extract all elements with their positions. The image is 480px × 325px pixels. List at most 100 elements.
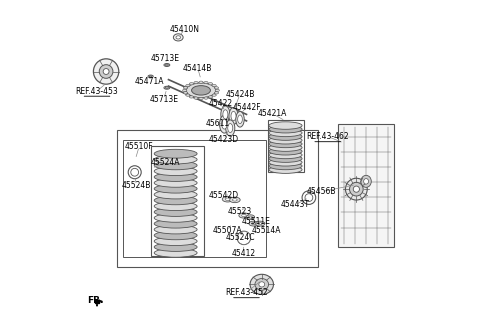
Ellipse shape [148, 75, 153, 78]
Text: 45422: 45422 [208, 99, 233, 109]
Ellipse shape [154, 161, 197, 170]
Ellipse shape [249, 216, 252, 218]
Ellipse shape [364, 179, 369, 184]
Ellipse shape [186, 83, 216, 98]
Polygon shape [96, 300, 99, 303]
Ellipse shape [164, 86, 170, 89]
Ellipse shape [237, 231, 251, 244]
Ellipse shape [164, 64, 170, 66]
Ellipse shape [186, 84, 190, 87]
Ellipse shape [221, 106, 230, 123]
Ellipse shape [189, 96, 193, 98]
Ellipse shape [204, 97, 208, 99]
Text: 45542D: 45542D [209, 190, 239, 200]
Ellipse shape [186, 94, 190, 96]
Ellipse shape [165, 64, 168, 66]
Text: 45471A: 45471A [134, 77, 164, 86]
Text: 45421A: 45421A [258, 109, 287, 118]
Ellipse shape [269, 125, 302, 133]
Ellipse shape [232, 199, 237, 201]
Ellipse shape [215, 89, 219, 92]
Text: 45524B: 45524B [121, 181, 151, 190]
Ellipse shape [99, 65, 113, 78]
Ellipse shape [94, 59, 119, 84]
Ellipse shape [237, 231, 251, 245]
Ellipse shape [183, 87, 188, 89]
Text: 45423D: 45423D [209, 135, 239, 144]
Ellipse shape [215, 87, 218, 89]
Ellipse shape [252, 223, 256, 225]
Text: 45524A: 45524A [151, 158, 180, 167]
Ellipse shape [269, 129, 302, 136]
Ellipse shape [204, 82, 208, 84]
Ellipse shape [212, 94, 216, 96]
Ellipse shape [229, 108, 238, 124]
Ellipse shape [154, 149, 197, 158]
Ellipse shape [259, 282, 264, 287]
Ellipse shape [238, 115, 242, 124]
Ellipse shape [199, 98, 203, 99]
Ellipse shape [302, 191, 316, 204]
Ellipse shape [194, 97, 198, 99]
Ellipse shape [361, 176, 372, 187]
Ellipse shape [231, 111, 236, 121]
Ellipse shape [208, 83, 213, 85]
Ellipse shape [194, 82, 198, 84]
Text: 45412: 45412 [231, 249, 255, 258]
Ellipse shape [154, 214, 197, 222]
Text: 45507A: 45507A [212, 226, 242, 235]
Ellipse shape [154, 190, 197, 199]
Text: REF.43-453: REF.43-453 [76, 86, 119, 96]
Ellipse shape [154, 178, 197, 187]
Ellipse shape [154, 248, 197, 257]
Ellipse shape [269, 133, 302, 140]
Ellipse shape [189, 83, 193, 85]
Text: 45611: 45611 [205, 119, 229, 128]
Ellipse shape [239, 213, 249, 218]
Text: 45514A: 45514A [251, 226, 281, 235]
Ellipse shape [346, 178, 367, 200]
Ellipse shape [255, 221, 265, 226]
Ellipse shape [173, 34, 183, 41]
Text: 45442F: 45442F [232, 103, 261, 112]
Text: REF.43-462: REF.43-462 [306, 132, 349, 141]
Ellipse shape [269, 162, 302, 170]
Ellipse shape [258, 223, 262, 225]
Ellipse shape [269, 140, 302, 148]
Ellipse shape [236, 111, 244, 127]
Ellipse shape [223, 110, 228, 119]
Ellipse shape [199, 81, 203, 83]
Ellipse shape [154, 243, 197, 252]
Ellipse shape [349, 182, 363, 196]
Ellipse shape [154, 202, 197, 211]
Text: 45713E: 45713E [151, 54, 180, 63]
Ellipse shape [228, 124, 233, 133]
Ellipse shape [269, 159, 302, 166]
Ellipse shape [269, 166, 302, 174]
Ellipse shape [154, 219, 197, 228]
Ellipse shape [215, 92, 218, 94]
Ellipse shape [128, 166, 141, 179]
Ellipse shape [131, 168, 139, 176]
Ellipse shape [154, 196, 197, 205]
Polygon shape [117, 130, 318, 266]
Ellipse shape [154, 173, 197, 181]
Ellipse shape [154, 184, 197, 193]
Ellipse shape [212, 84, 216, 87]
Polygon shape [123, 140, 266, 257]
Text: REF.43-452: REF.43-452 [225, 288, 268, 297]
Ellipse shape [269, 136, 302, 144]
Ellipse shape [269, 151, 302, 159]
Ellipse shape [269, 155, 302, 162]
Ellipse shape [149, 76, 152, 77]
Ellipse shape [219, 115, 229, 133]
Ellipse shape [165, 87, 168, 88]
Ellipse shape [249, 221, 258, 226]
Ellipse shape [241, 214, 246, 216]
Ellipse shape [305, 194, 313, 202]
Text: 45713E: 45713E [149, 95, 178, 104]
Ellipse shape [269, 148, 302, 155]
Ellipse shape [192, 85, 210, 95]
Ellipse shape [183, 92, 188, 94]
Text: 45456B: 45456B [307, 187, 336, 196]
